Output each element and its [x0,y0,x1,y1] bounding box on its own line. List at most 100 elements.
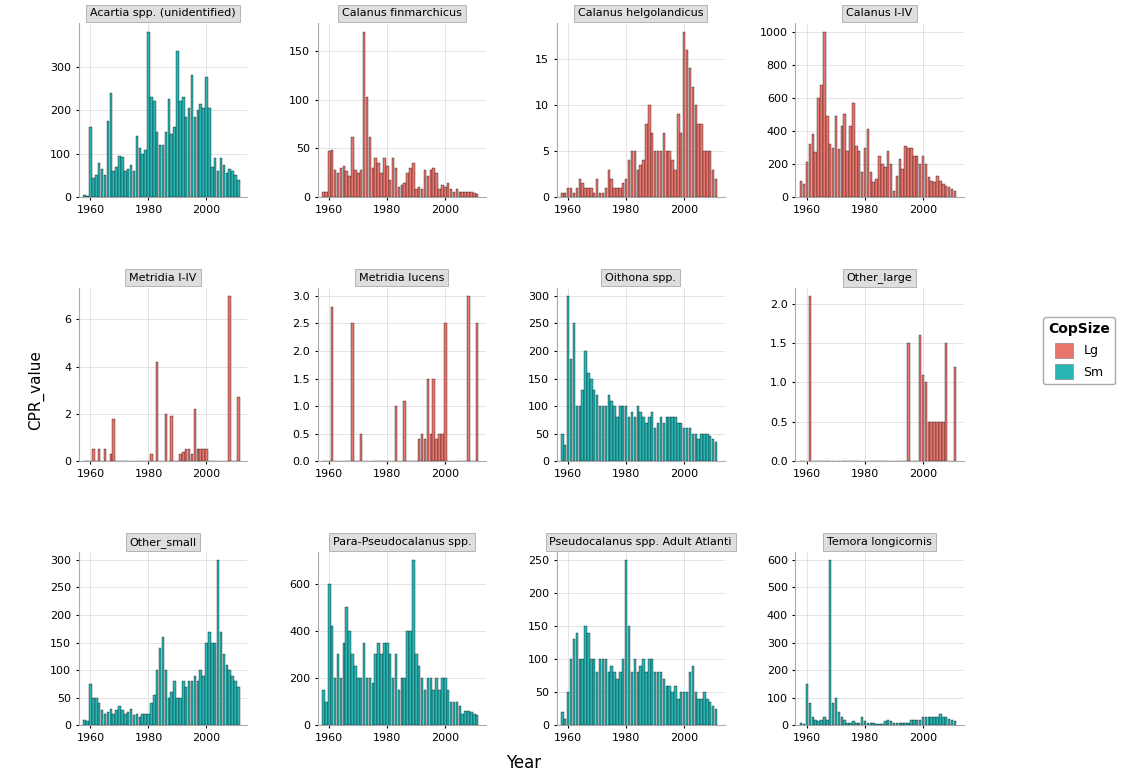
Bar [418,439,420,461]
Bar [234,176,237,197]
Bar [677,423,680,461]
Bar [190,75,193,197]
Bar [199,104,202,197]
Bar [567,693,569,725]
Bar [642,659,645,725]
Bar [352,324,354,461]
Bar [427,678,429,725]
Bar [939,714,942,725]
Bar [815,152,817,197]
Bar [616,188,619,197]
Bar [619,406,622,461]
Bar [922,156,924,197]
Bar [858,722,860,725]
Bar [694,434,696,461]
Bar [369,678,371,725]
Bar [339,678,343,725]
Title: Oithona spp.: Oithona spp. [605,272,676,282]
Bar [715,709,717,725]
Bar [648,105,650,197]
Bar [674,417,676,461]
Bar [654,151,656,197]
Bar [165,670,167,725]
Bar [953,190,956,197]
Bar [567,296,569,461]
Bar [144,714,147,725]
Bar [223,654,225,725]
Bar [109,454,112,461]
Bar [633,151,636,197]
Bar [183,97,185,197]
Bar [654,672,656,725]
Bar [637,406,639,461]
Bar [196,449,199,461]
Bar [170,134,172,197]
Bar [596,672,598,725]
Bar [223,165,225,197]
Bar [628,626,630,725]
Title: Other_small: Other_small [130,537,196,548]
Bar [92,449,95,461]
Bar [470,712,472,725]
Bar [829,144,832,197]
Bar [135,714,139,725]
Bar [459,193,461,197]
Bar [893,722,895,725]
Bar [203,675,205,725]
Bar [904,146,907,197]
Bar [124,714,126,725]
Bar [455,190,459,197]
Bar [576,406,578,461]
Bar [582,183,584,197]
Bar [331,626,334,725]
Bar [919,335,921,461]
Bar [698,699,700,725]
Bar [343,166,345,197]
Bar [476,714,479,725]
Bar [884,168,887,197]
Bar [433,690,435,725]
Bar [444,187,446,197]
Bar [692,666,694,725]
Bar [435,173,438,197]
Bar [418,187,420,197]
Bar [707,151,709,197]
Bar [686,50,689,197]
Bar [392,678,394,725]
Bar [348,631,350,725]
Bar [953,367,956,461]
Bar [183,452,185,461]
Bar [913,156,915,197]
Bar [659,151,663,197]
Bar [461,193,464,197]
Bar [237,686,240,725]
Bar [666,417,668,461]
Bar [363,32,365,197]
Bar [633,659,636,725]
Bar [468,193,470,197]
Bar [622,406,624,461]
Bar [712,439,715,461]
Bar [642,161,645,197]
Bar [881,164,884,197]
Bar [564,445,567,461]
Bar [415,654,417,725]
Bar [464,193,467,197]
Bar [582,389,584,461]
Title: Metridia lucens: Metridia lucens [360,272,444,282]
Bar [196,110,199,197]
Bar [855,146,858,197]
Bar [709,437,711,461]
Bar [832,704,834,725]
Bar [444,678,446,725]
Bar [331,151,334,197]
Bar [924,717,928,725]
Bar [107,121,109,197]
Bar [98,163,100,197]
Bar [850,126,852,197]
Bar [337,173,339,197]
Bar [468,711,470,725]
Bar [939,422,942,461]
Bar [944,343,948,461]
Bar [188,108,190,197]
